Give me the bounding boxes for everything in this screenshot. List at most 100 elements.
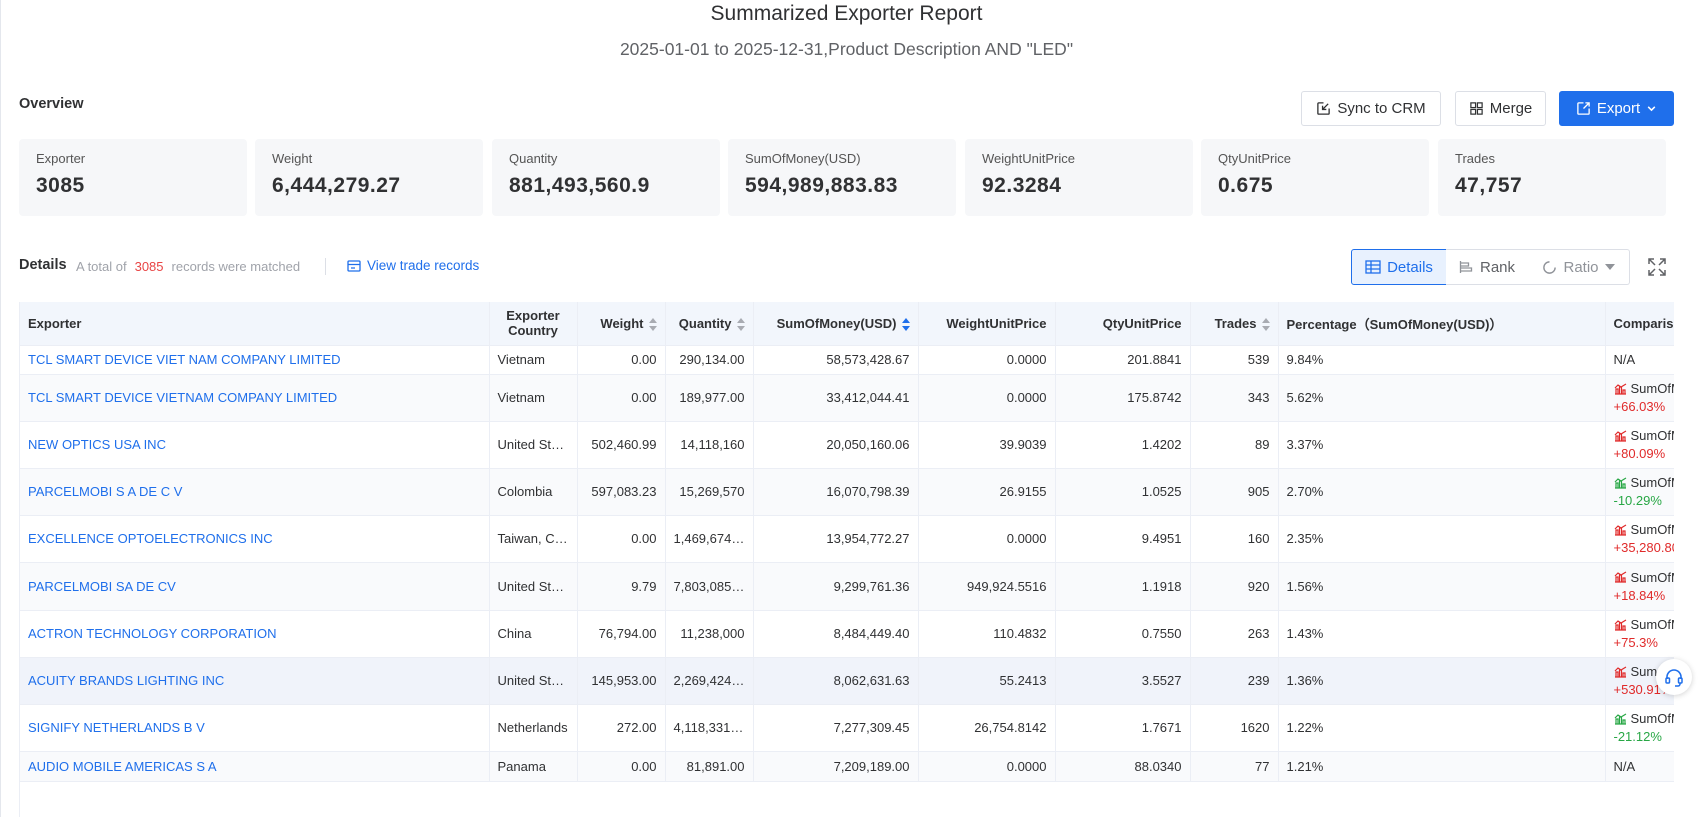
merge-label: Merge xyxy=(1489,100,1533,117)
stat-card-qtyunitprice: QtyUnitPrice 0.675 xyxy=(1201,139,1429,216)
comparison-cell: SumOfMoney -21.12% xyxy=(1605,704,1674,752)
comparison-cell: SumOfMoney -10.29% xyxy=(1605,468,1674,516)
col-country-line2: Country xyxy=(508,323,558,339)
trades-value: 77 xyxy=(1190,751,1279,782)
comparison-cell: SumOfMoney +18.84% xyxy=(1605,562,1674,611)
table-row: SIGNIFY NETHERLANDS B V Netherlands 272.00… xyxy=(20,704,1674,752)
exporter-country: Vietnam xyxy=(489,374,578,422)
stat-label: Quantity xyxy=(509,151,558,166)
exporter-country: Netherlands xyxy=(489,704,578,752)
exporter-name-link[interactable]: TCL SMART DEVICE VIETNAM COMPANY LIMITED xyxy=(20,374,490,422)
info-prefix: A total of xyxy=(76,259,127,274)
weight-value: 9.79 xyxy=(577,562,666,611)
col-qtyunitprice: QtyUnitPrice xyxy=(1055,302,1191,346)
table-header-row: Exporter Exporter Country Weight Quantity… xyxy=(20,302,1674,346)
comparison-change: -10.29% xyxy=(1613,493,1662,508)
qtyunitprice-value: 175.8742 xyxy=(1055,374,1191,422)
col-exporter-country: Exporter Country xyxy=(489,302,578,346)
comparison-label: SumOfMoney xyxy=(1630,617,1675,632)
col-wup-label: WeightUnitPrice xyxy=(946,315,1047,331)
comparison-change: +80.09% xyxy=(1613,446,1666,461)
quantity-value: 1,469,674.00 xyxy=(665,515,754,563)
percentage-value: 9.84% xyxy=(1278,345,1606,375)
exporter-name-link[interactable]: PARCELMOBI SA DE CV xyxy=(20,562,490,611)
view-trade-records-link[interactable]: View trade records xyxy=(347,258,479,273)
exporter-name-link[interactable]: ACUITY BRANDS LIGHTING INC xyxy=(20,657,490,705)
tab-ratio[interactable]: Ratio xyxy=(1528,249,1630,285)
exporter-name-link[interactable]: AUDIO MOBILE AMERICAS S A xyxy=(20,751,490,782)
qtyunitprice-value: 1.0525 xyxy=(1055,468,1191,516)
table-row: ACUITY BRANDS LIGHTING INC United States 1… xyxy=(20,657,1674,705)
tab-details[interactable]: Details xyxy=(1351,249,1447,285)
sumofmoney-value: 7,209,189.00 xyxy=(753,751,919,782)
quantity-value: 81,891.00 xyxy=(665,751,754,782)
stat-label: Trades xyxy=(1455,151,1495,166)
stat-card-exporter: Exporter 3085 xyxy=(19,139,247,216)
trend-up-icon xyxy=(1614,665,1626,678)
report-title: Summarized Exporter Report xyxy=(710,2,983,25)
exporter-country: United States xyxy=(489,562,578,611)
tab-rank[interactable]: Rank xyxy=(1446,249,1529,285)
sort-icon[interactable] xyxy=(736,317,745,331)
weight-value: 0.00 xyxy=(577,515,666,563)
sort-icon[interactable] xyxy=(648,317,657,331)
col-weight[interactable]: Weight xyxy=(577,302,666,346)
sumofmoney-value: 13,954,772.27 xyxy=(753,515,919,563)
weight-value: 76,794.00 xyxy=(577,610,666,658)
col-quantity[interactable]: Quantity xyxy=(665,302,754,346)
exporter-name-link[interactable]: EXCELLENCE OPTOELECTRONICS INC xyxy=(20,515,490,563)
sumofmoney-value: 16,070,798.39 xyxy=(753,468,919,516)
qtyunitprice-value: 88.0340 xyxy=(1055,751,1191,782)
stat-value: 0.675 xyxy=(1218,174,1274,197)
weightunitprice-value: 26,754.8142 xyxy=(918,704,1056,752)
col-sumofmoney[interactable]: SumOfMoney(USD) xyxy=(753,302,919,346)
stat-value: 3085 xyxy=(36,174,85,197)
sumofmoney-value: 8,062,631.63 xyxy=(753,657,919,705)
exporter-name-link[interactable]: SIGNIFY NETHERLANDS B V xyxy=(20,704,490,752)
sumofmoney-value: 8,484,449.40 xyxy=(753,610,919,658)
qtyunitprice-value: 3.5527 xyxy=(1055,657,1191,705)
col-quantity-label: Quantity xyxy=(678,315,732,331)
qtyunitprice-value: 201.8841 xyxy=(1055,345,1191,375)
trend-down-icon xyxy=(1614,476,1626,489)
view-trade-records-label: View trade records xyxy=(367,258,480,273)
comparison-change: +35,280.80% xyxy=(1613,540,1675,555)
exporter-country: Vietnam xyxy=(489,345,578,375)
qtyunitprice-value: 1.7671 xyxy=(1055,704,1191,752)
quantity-value: 189,977.00 xyxy=(665,374,754,422)
sync-to-crm-button[interactable]: Sync to CRM xyxy=(1301,91,1441,126)
comparison-cell: N/A xyxy=(1605,751,1674,782)
comparison-label: N/A xyxy=(1613,758,1636,774)
stat-value: 92.3284 xyxy=(982,174,1062,197)
stat-card-trades: Trades 47,757 xyxy=(1438,139,1666,216)
exporter-name-link[interactable]: NEW OPTICS USA INC xyxy=(20,421,490,469)
ratio-icon xyxy=(1543,260,1557,274)
percentage-value: 2.35% xyxy=(1278,515,1606,563)
quantity-value: 7,803,085.00 xyxy=(665,562,754,611)
stat-label: Exporter xyxy=(36,151,86,166)
col-comparison: Comparison xyxy=(1605,302,1674,346)
support-headset-button[interactable] xyxy=(1656,659,1692,695)
col-trades[interactable]: Trades xyxy=(1190,302,1279,346)
table-row: TCL SMART DEVICE VIET NAM COMPANY LIMITE… xyxy=(20,345,1674,375)
fullscreen-icon[interactable] xyxy=(1647,257,1667,277)
comparison-change: +18.84% xyxy=(1613,587,1666,603)
merge-button[interactable]: Merge xyxy=(1455,91,1546,126)
tab-rank-label: Rank xyxy=(1479,258,1516,276)
comparison-cell: SumOfMoney +80.09% xyxy=(1605,421,1675,469)
stat-value: 881,493,560.9 xyxy=(509,174,650,197)
sync-icon xyxy=(1317,102,1331,115)
sort-desc-icon[interactable] xyxy=(901,317,910,331)
exporter-name-link[interactable]: PARCELMOBI S A DE C V xyxy=(20,468,490,516)
exporter-name-link[interactable]: TCL SMART DEVICE VIET NAM COMPANY LIMITE… xyxy=(20,345,490,375)
comparison-cell: SumOfMoney +75.3% xyxy=(1605,610,1675,658)
sumofmoney-value: 7,277,309.45 xyxy=(753,704,919,752)
exporter-name-link[interactable]: ACTRON TECHNOLOGY CORPORATION xyxy=(20,610,490,658)
export-label: Export xyxy=(1596,100,1641,117)
sort-icon[interactable] xyxy=(1261,317,1270,331)
trend-up-icon xyxy=(1614,429,1626,442)
col-weightunitprice: WeightUnitPrice xyxy=(918,302,1056,346)
comparison-label: SumOfMoney xyxy=(1630,381,1675,396)
export-button[interactable]: Export xyxy=(1559,91,1674,126)
comparison-label: SumOfMoney xyxy=(1630,428,1675,443)
